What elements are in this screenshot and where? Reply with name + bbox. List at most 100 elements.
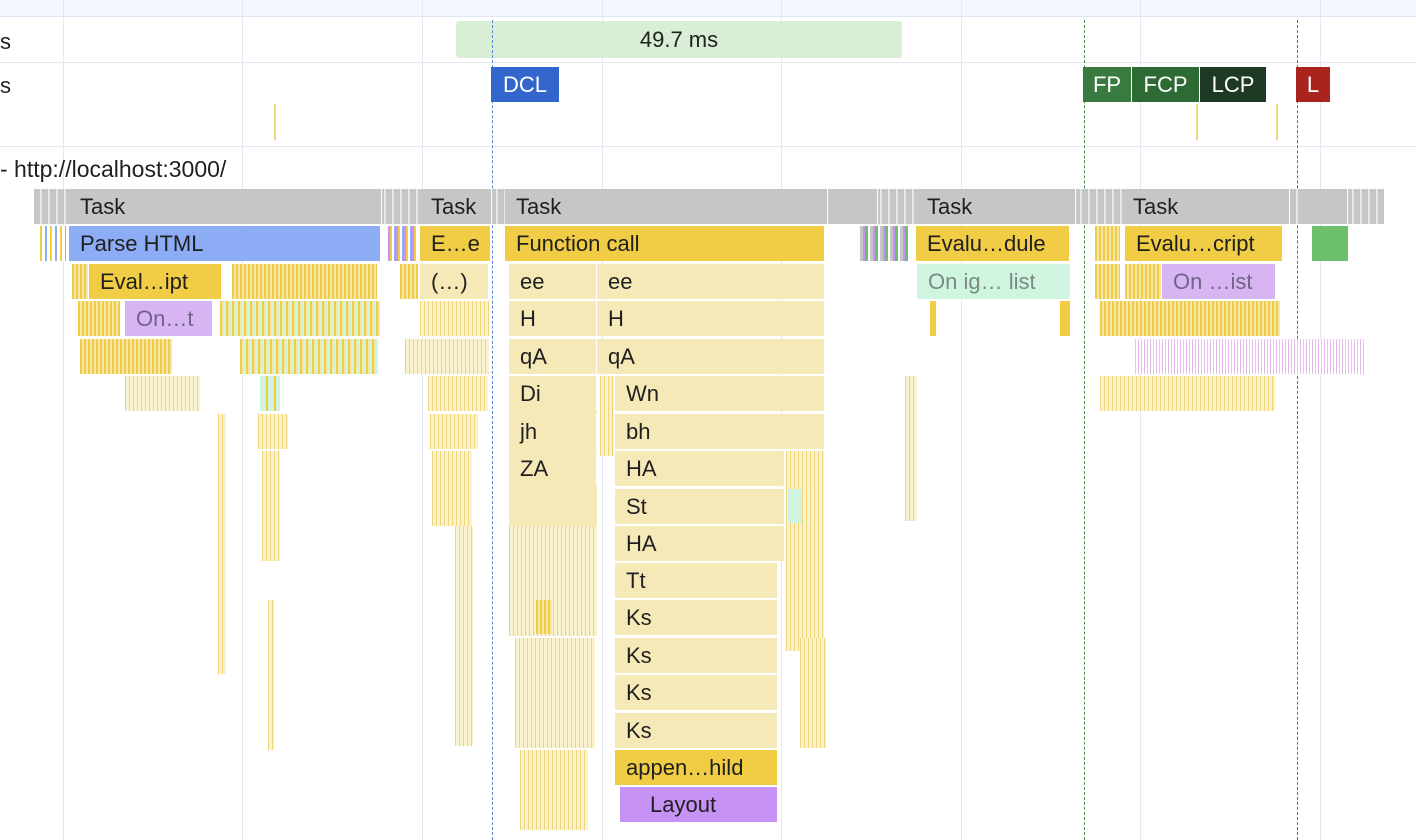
script-slivers <box>232 264 377 299</box>
script-slivers <box>1125 264 1161 299</box>
za-function-bar[interactable]: ZA <box>509 451 597 486</box>
column-sliver <box>536 600 552 634</box>
evaluate-module-bar[interactable]: Evalu…dule <box>916 226 1070 261</box>
jh-function-bar[interactable]: jh <box>509 414 597 449</box>
task-bar-small[interactable] <box>1298 189 1348 224</box>
script-slivers <box>1095 264 1120 299</box>
script-sliver <box>930 301 936 336</box>
ha-function-bar[interactable]: HA <box>615 451 785 486</box>
script-slivers <box>430 414 478 449</box>
script-slivers <box>800 638 826 748</box>
main-thread-url[interactable]: - http://localhost:3000/ <box>0 156 227 182</box>
timing-tick <box>1196 104 1198 140</box>
task-bar[interactable]: Task <box>420 189 492 224</box>
gridline <box>242 0 243 840</box>
script-slivers <box>72 264 88 299</box>
timing-tick <box>274 104 276 140</box>
lcp-marker[interactable]: LCP <box>1200 67 1266 102</box>
on-event-bar[interactable]: On…t <box>125 301 213 336</box>
script-slivers <box>240 339 378 374</box>
ee-function-bar[interactable]: ee <box>597 264 825 299</box>
script-slivers <box>218 414 226 674</box>
script-slivers <box>258 414 288 449</box>
script-sliver <box>1060 301 1070 336</box>
mixed-slivers <box>388 226 418 261</box>
script-slivers <box>78 301 120 336</box>
ks-function-bar[interactable]: Ks <box>615 600 778 635</box>
parse-html-bar[interactable]: Parse HTML <box>69 226 381 261</box>
script-slivers <box>80 339 172 374</box>
script-slivers <box>455 526 473 746</box>
ha-function-bar[interactable]: HA <box>615 526 785 561</box>
frame-duration-bar[interactable]: 49.7 ms <box>456 21 902 58</box>
task-bar[interactable]: Task <box>69 189 382 224</box>
on-list-bar[interactable]: On …ist <box>1162 264 1276 299</box>
ee-function-bar[interactable]: ee <box>509 264 597 299</box>
fp-marker[interactable]: FP <box>1083 67 1131 102</box>
script-slivers <box>405 339 489 374</box>
load-marker[interactable]: L <box>1296 67 1330 102</box>
column-slivers <box>786 451 824 651</box>
bh-function-bar[interactable]: bh <box>615 414 825 449</box>
script-slivers <box>262 451 280 561</box>
column-slivers <box>509 526 597 636</box>
evaluate-script-bar[interactable]: Evalu…cript <box>1125 226 1283 261</box>
ks-function-bar[interactable]: Ks <box>615 638 778 673</box>
function-call-bar[interactable]: Function call <box>505 226 825 261</box>
st-function-bar[interactable]: St <box>615 489 785 524</box>
tt-function-bar[interactable]: Tt <box>615 563 778 598</box>
script-slivers <box>268 600 274 750</box>
task-bar[interactable]: Task <box>1122 189 1290 224</box>
h-function-bar[interactable]: H <box>597 301 825 336</box>
gridline <box>1320 0 1321 840</box>
column-slivers <box>600 376 614 456</box>
script-slivers <box>905 376 917 521</box>
load-marker-line <box>1297 20 1298 840</box>
script-slivers <box>400 264 418 299</box>
task-bar[interactable]: Task <box>505 189 828 224</box>
task-bar-small[interactable] <box>832 189 878 224</box>
gridline <box>961 0 962 840</box>
wn-function-bar[interactable]: Wn <box>615 376 825 411</box>
on-ignore-list-bar[interactable]: On ig… list <box>917 264 1071 299</box>
track-separator <box>0 146 1416 147</box>
mixed-slivers <box>860 226 910 261</box>
timings-track-label[interactable]: s <box>0 73 11 98</box>
script-slivers <box>420 301 489 336</box>
script-slivers <box>1100 376 1275 411</box>
append-child-bar[interactable]: appen…hild <box>615 750 778 785</box>
script-slivers <box>1135 339 1365 374</box>
fcp-marker[interactable]: FCP <box>1132 67 1199 102</box>
layout-bar[interactable]: Layout <box>620 787 778 822</box>
mixed-slivers <box>40 226 66 261</box>
frame-duration-label: 49.7 ms <box>639 26 719 52</box>
script-sliver <box>260 376 280 411</box>
column-sliver <box>788 489 802 523</box>
mixed-slivers <box>1095 226 1120 261</box>
timing-tick <box>1276 104 1278 140</box>
script-slivers <box>1100 301 1280 336</box>
fp-marker-line <box>1084 20 1085 840</box>
frames-track-label[interactable]: s <box>0 29 11 54</box>
qa-function-bar[interactable]: qA <box>509 339 597 374</box>
dcl-marker-line <box>492 20 493 840</box>
script-slivers <box>428 376 488 411</box>
script-slivers <box>125 376 200 411</box>
h-function-bar[interactable]: H <box>509 301 597 336</box>
gridline <box>422 0 423 840</box>
script-slivers <box>432 451 472 526</box>
dcl-marker[interactable]: DCL <box>491 67 559 102</box>
anonymous-function-bar[interactable]: (…) <box>420 264 489 299</box>
task-bar[interactable]: Task <box>916 189 1076 224</box>
evaluate-script-bar[interactable]: Eval…ipt <box>89 264 222 299</box>
gridline <box>63 0 64 840</box>
ks-function-bar[interactable]: Ks <box>615 675 778 710</box>
qa-function-bar[interactable]: qA <box>597 339 825 374</box>
gridline <box>1140 0 1141 840</box>
evaluate-event-bar[interactable]: E…e <box>420 226 491 261</box>
di-function-bar[interactable]: Di <box>509 376 597 411</box>
track-separator <box>0 62 1416 63</box>
green-event-bar[interactable] <box>1312 226 1348 261</box>
ks-function-bar[interactable]: Ks <box>615 713 778 748</box>
